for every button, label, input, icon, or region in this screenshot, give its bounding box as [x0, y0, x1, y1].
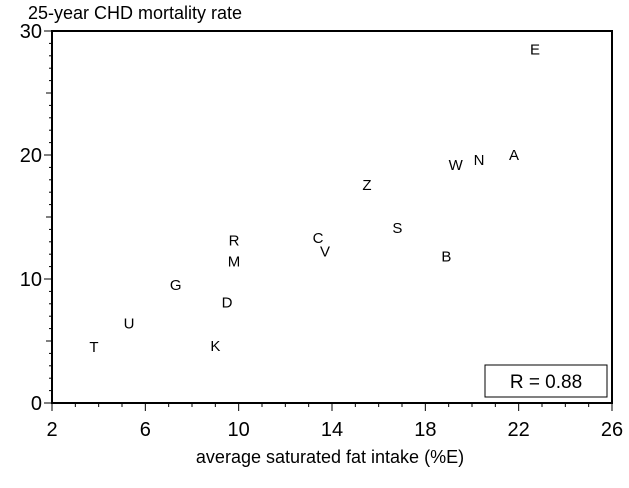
data-point-Z: Z	[362, 177, 371, 194]
correlation-box: R = 0.88	[484, 364, 608, 398]
x-tick-label: 10	[228, 419, 250, 441]
x-tick-label: 2	[46, 419, 57, 441]
data-point-N: N	[474, 152, 485, 169]
y-tick-label: 10	[20, 269, 42, 291]
data-point-T: T	[89, 339, 98, 356]
data-point-U: U	[124, 316, 135, 333]
plot-area-border	[51, 30, 613, 404]
x-tick-label: 22	[508, 419, 530, 441]
x-tick-label: 26	[601, 419, 623, 441]
y-tick-label: 20	[20, 145, 42, 167]
y-tick-label: 0	[31, 393, 42, 415]
annotation-frame	[484, 364, 608, 398]
x-tick-label: 18	[414, 419, 436, 441]
data-point-D: D	[222, 295, 233, 312]
data-point-W: W	[449, 157, 464, 174]
data-point-E: E	[530, 42, 540, 59]
x-tick-label: 14	[321, 419, 343, 441]
x-axis-label: average saturated fat intake (%E)	[196, 447, 464, 467]
data-point-G: G	[170, 277, 182, 294]
data-point-S: S	[392, 220, 402, 237]
correlation-annotation: R = 0.88	[510, 372, 582, 393]
data-point-C: C	[313, 230, 324, 247]
y-tick-label: 30	[20, 21, 42, 43]
chart-title: 25-year CHD mortality rate	[28, 3, 242, 23]
data-point-M: M	[228, 254, 241, 271]
x-tick-label: 6	[140, 419, 151, 441]
data-point-B: B	[441, 249, 451, 266]
data-point-A: A	[509, 147, 519, 164]
data-points: E A NW Z S B CV RM D G U T K	[89, 42, 540, 357]
data-point-V: V	[320, 244, 330, 261]
plot-frame	[51, 30, 613, 404]
data-point-R: R	[229, 233, 240, 250]
data-point-K: K	[210, 338, 220, 355]
